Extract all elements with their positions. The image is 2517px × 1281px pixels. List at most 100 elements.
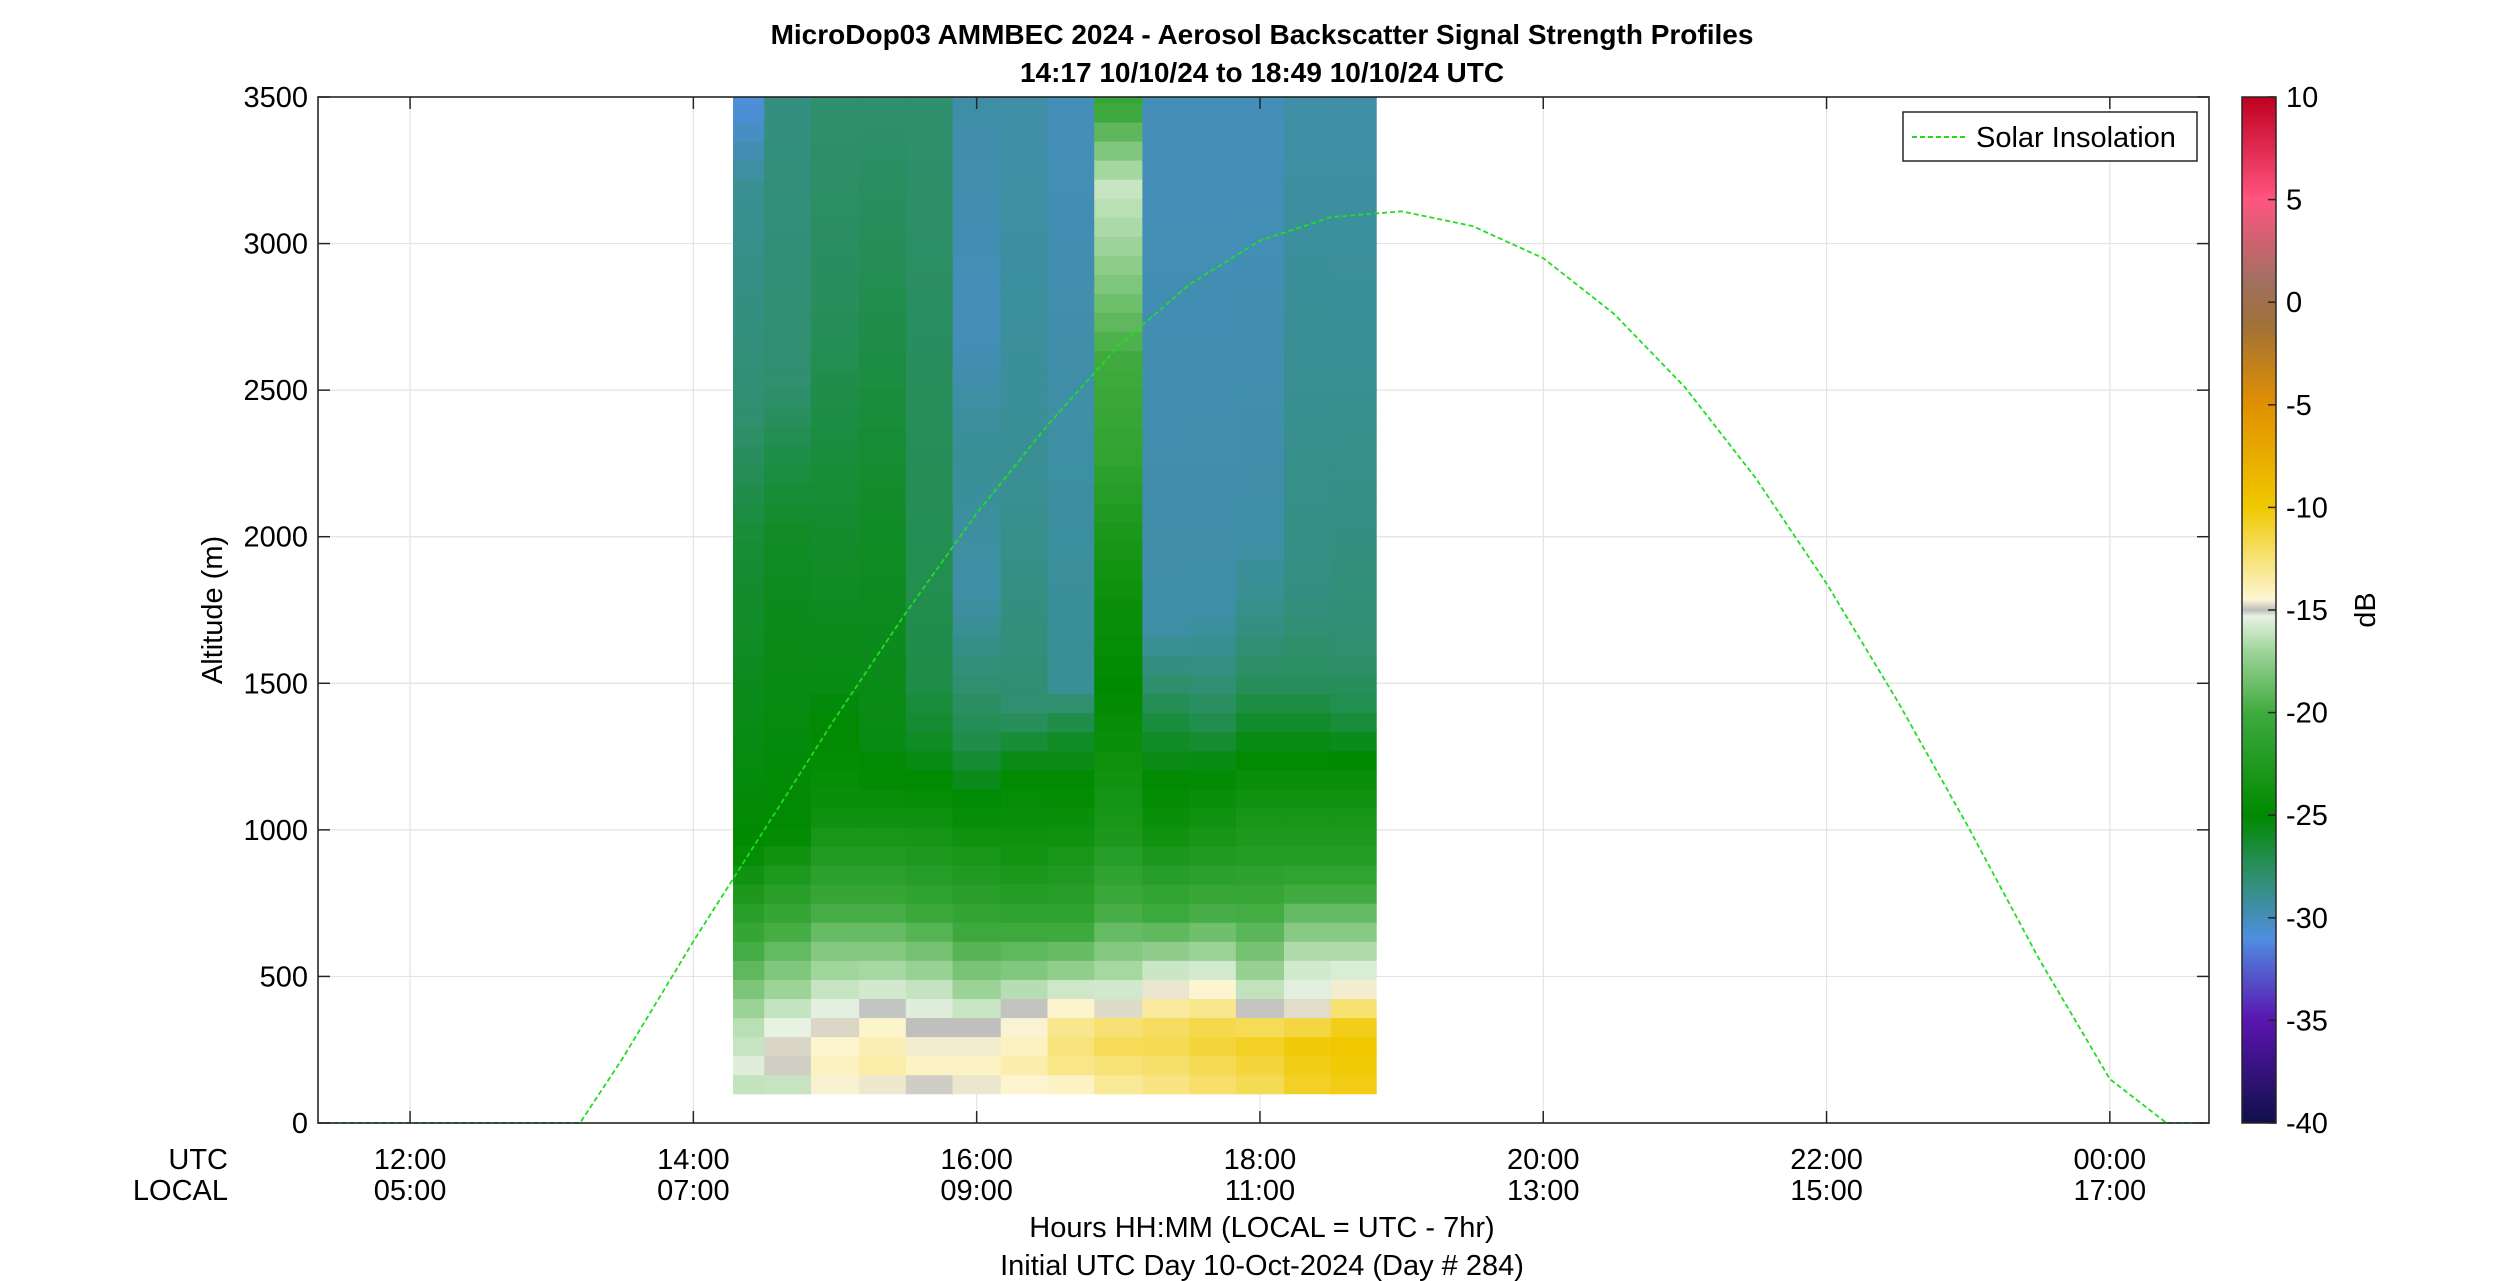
heatmap-cell-c5-r42 [952, 274, 1002, 294]
heatmap-cell-c4-r10 [905, 884, 954, 904]
heatmap-cell-c9-r12 [1142, 845, 1190, 866]
x-tick-label-local-5: 15:00 [1790, 1175, 1863, 1207]
heatmap-cell-c2-r47 [810, 179, 860, 199]
heatmap-cell-c13-r46 [1330, 198, 1377, 218]
heatmap-cell-c3-r10 [859, 884, 907, 904]
heatmap-cell-c4-r29 [905, 522, 954, 542]
heatmap-cell-c5-r33 [952, 445, 1002, 466]
y-tick-label-3: 1500 [243, 668, 308, 700]
heatmap-cell-c1-r28 [764, 541, 812, 561]
heatmap-cell-c2-r35 [810, 407, 860, 428]
heatmap-cell-c1-r37 [764, 369, 812, 390]
heatmap-cell-c13-r26 [1330, 579, 1377, 599]
heatmap-cell-c3-r37 [859, 369, 907, 390]
heatmap-cell-c9-r23 [1142, 636, 1190, 657]
heatmap-cell-c10-r52 [1189, 97, 1237, 104]
heatmap-cell-c10-r28 [1189, 541, 1237, 561]
heatmap-cell-c13-r45 [1330, 217, 1377, 237]
heatmap-cell-c2-r25 [810, 598, 860, 618]
heatmap-cell-c10-r2 [1189, 1036, 1237, 1057]
heatmap-cell-c6-r4 [1000, 998, 1049, 1019]
solar-insolation-line [318, 210, 2209, 1124]
heatmap-cell-c8-r37 [1094, 369, 1143, 390]
heatmap-cell-c8-r32 [1094, 464, 1143, 485]
heatmap-cell-c0-r33 [733, 445, 765, 466]
heatmap-cell-c9-r7 [1142, 941, 1190, 961]
chart-subtitle: 14:17 10/10/24 to 18:49 10/10/24 UTC [1020, 57, 1504, 88]
heatmap-cell-c5-r38 [952, 350, 1002, 371]
heatmap-cell-c7-r24 [1047, 617, 1095, 637]
heatmap-cell-c4-r15 [905, 788, 954, 809]
heatmap-cell-c12-r42 [1284, 274, 1332, 294]
heatmap-cell-c3-r51 [859, 102, 907, 123]
heatmap-cell-c9-r17 [1142, 750, 1190, 771]
heatmap-cell-c10-r19 [1189, 712, 1237, 733]
heatmap-cell-c3-r49 [859, 140, 907, 161]
heatmap-cell-c1-r3 [764, 1017, 812, 1038]
heatmap-cell-c4-r40 [905, 312, 954, 333]
heatmap-cell-c5-r27 [952, 560, 1002, 580]
heatmap-cell-c6-r0 [1000, 1074, 1049, 1095]
heatmap-cell-c1-r19 [764, 712, 812, 733]
heatmap-cell-c5-r9 [952, 903, 1002, 923]
heatmap-cell-c7-r51 [1047, 102, 1095, 123]
heatmap-cell-c4-r6 [905, 960, 954, 980]
heatmap-cell-c8-r11 [1094, 865, 1143, 885]
heatmap-cell-c0-r38 [733, 350, 765, 371]
heatmap-cell-c11-r8 [1235, 922, 1285, 942]
heatmap-cell-c8-r45 [1094, 217, 1143, 237]
heatmap-cell-c2-r18 [810, 731, 860, 752]
heatmap-cell-c4-r25 [905, 598, 954, 618]
heatmap-cell-c1-r38 [764, 350, 812, 371]
heatmap-cell-c8-r46 [1094, 198, 1143, 218]
heatmap-cell-c6-r42 [1000, 274, 1049, 294]
heatmap-cell-c9-r21 [1142, 674, 1190, 695]
heatmap-cell-c10-r41 [1189, 293, 1237, 314]
heatmap-cell-c13-r37 [1330, 369, 1377, 390]
heatmap-cell-c13-r27 [1330, 560, 1377, 580]
y-tick-label-1: 500 [260, 961, 308, 993]
heatmap-cell-c6-r40 [1000, 312, 1049, 333]
heatmap-cell-c8-r18 [1094, 731, 1143, 752]
heatmap-cell-c12-r8 [1284, 922, 1332, 942]
heatmap-cell-c10-r6 [1189, 960, 1237, 980]
heatmap-cell-c10-r25 [1189, 598, 1237, 618]
heatmap-cell-c3-r38 [859, 350, 907, 371]
heatmap-cell-c12-r48 [1284, 160, 1332, 180]
heatmap-cell-c10-r38 [1189, 350, 1237, 371]
heatmap-cell-c5-r48 [952, 160, 1002, 180]
heatmap-cell-c6-r27 [1000, 560, 1049, 580]
heatmap-cell-c7-r11 [1047, 865, 1095, 885]
heatmap-cell-c12-r46 [1284, 198, 1332, 218]
heatmap-cell-c9-r13 [1142, 826, 1190, 847]
heatmap-cell-c1-r41 [764, 293, 812, 314]
heatmap-cell-c8-r51 [1094, 102, 1143, 123]
heatmap-cell-c10-r11 [1189, 865, 1237, 885]
heatmap-cell-c4-r13 [905, 826, 954, 847]
heatmap-cell-c9-r9 [1142, 903, 1190, 923]
x-tick-label-utc-5: 22:00 [1790, 1144, 1863, 1176]
heatmap-cell-c8-r13 [1094, 826, 1143, 847]
heatmap-cell-c11-r25 [1235, 598, 1285, 618]
heatmap-cell-c10-r37 [1189, 369, 1237, 390]
heatmap-cell-c7-r27 [1047, 560, 1095, 580]
heatmap-cell-c9-r16 [1142, 769, 1190, 790]
heatmap-cell-c9-r47 [1142, 179, 1190, 199]
heatmap-cell-c9-r25 [1142, 598, 1190, 618]
heatmap-cell-c5-r30 [952, 503, 1002, 523]
heatmap-cell-c1-r15 [764, 788, 812, 809]
heatmap-cell-c12-r7 [1284, 941, 1332, 961]
heatmap-cell-c1-r34 [764, 426, 812, 447]
heatmap-cell-c6-r32 [1000, 464, 1049, 485]
heatmap-cell-c1-r48 [764, 160, 812, 180]
heatmap-cell-c12-r21 [1284, 674, 1332, 695]
heatmap-cell-c1-r51 [764, 102, 812, 123]
heatmap-cell-c11-r30 [1235, 503, 1285, 523]
heatmap-cell-c5-r50 [952, 121, 1002, 142]
heatmap-cell-c4-r23 [905, 636, 954, 657]
heatmap-cell-c1-r1 [764, 1055, 812, 1076]
heatmap-cell-c7-r38 [1047, 350, 1095, 371]
heatmap-cell-c3-r24 [859, 617, 907, 637]
heatmap-cell-c10-r36 [1189, 388, 1237, 409]
heatmap-cell-c4-r9 [905, 903, 954, 923]
